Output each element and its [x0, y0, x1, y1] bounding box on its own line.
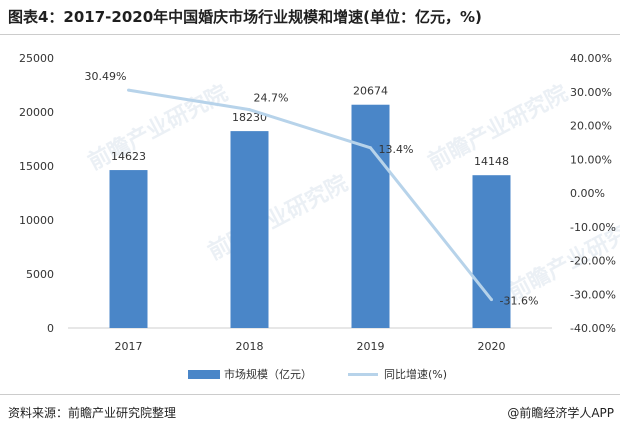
growth-point [248, 108, 251, 112]
source-note: 资料来源：前瞻产业研究院整理 [8, 406, 177, 420]
x-tick-label: 2018 [236, 340, 264, 353]
y-right-tick-label: -20.00% [570, 255, 616, 268]
bar [351, 104, 390, 329]
growth-line [128, 88, 493, 301]
growth-point [369, 146, 372, 150]
y-right-tick-label: 10.00% [570, 153, 612, 166]
line-data-label: -31.6% [500, 295, 539, 308]
x-tick-label: 2017 [115, 340, 143, 353]
x-tick-label: 2019 [357, 340, 385, 353]
y-right-tick-label: -10.00% [570, 221, 616, 234]
y-left-tick-label: 15000 [19, 160, 54, 173]
y-left-tick-label: 10000 [19, 214, 54, 227]
legend-item-line: 同比增速(%) [348, 366, 447, 382]
y-right-tick-label: 40.00% [570, 52, 612, 65]
y-right-tick-label: -30.00% [570, 288, 616, 301]
legend-label: 市场规模（亿元） [224, 368, 312, 381]
y-right-tick-label: 30.00% [570, 86, 612, 99]
legend-bar-swatch [188, 369, 220, 379]
y-right-tick-label: 20.00% [570, 120, 612, 133]
legend: 市场规模（亿元） 同比增速(%) [0, 366, 620, 382]
bar-data-label: 14623 [111, 150, 146, 163]
chart-title: 图表4：2017-2020年中国婚庆市场行业规模和增速(单位：亿元，%) [8, 8, 482, 26]
growth-point [490, 298, 493, 302]
legend-label: 同比增速(%) [384, 368, 448, 381]
legend-line-swatch [348, 372, 378, 376]
bar [109, 170, 148, 328]
y-right-tick-label: -40.00% [570, 322, 616, 335]
bar-data-label: 20674 [353, 85, 388, 98]
line-data-label: 24.7% [254, 92, 289, 105]
footer-divider [0, 394, 620, 395]
x-tick-label: 2020 [478, 340, 506, 353]
y-left-tick-label: 5000 [26, 268, 54, 281]
growth-point [127, 88, 130, 92]
line-data-label: 13.4% [379, 143, 414, 156]
credit-note: @前瞻经济学人APP [507, 406, 614, 420]
y-left-tick-label: 25000 [19, 52, 54, 65]
y-right-tick-label: 0.00% [570, 187, 605, 200]
bar-data-label: 18230 [232, 111, 267, 124]
line-data-label: 30.49% [85, 70, 127, 83]
y-left-tick-label: 0 [47, 322, 54, 335]
bar-data-label: 14148 [474, 155, 509, 168]
bar [472, 175, 511, 328]
title-divider [0, 34, 620, 35]
chart-area: 0 5000 10000 15000 20000 25000 -40.00% -30.00% -… [19, 52, 616, 353]
y-left-tick-label: 20000 [19, 106, 54, 119]
bar [230, 131, 269, 328]
legend-item-bars: 市场规模（亿元） [188, 366, 312, 382]
